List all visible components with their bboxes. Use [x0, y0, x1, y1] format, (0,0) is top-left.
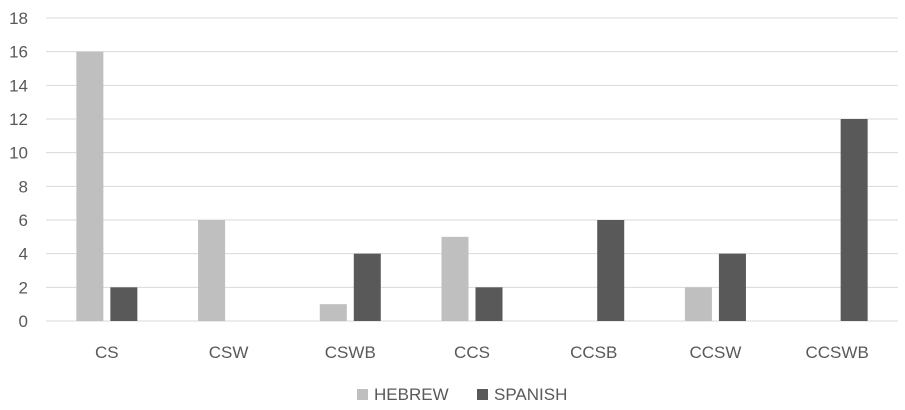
legend-swatch-hebrew	[357, 389, 368, 400]
y-tick-label: 14	[9, 76, 28, 95]
x-tick-label: CCSW	[689, 343, 741, 362]
bar-spanish-cs	[110, 287, 138, 321]
y-tick-label: 0	[19, 312, 28, 331]
bar-spanish-ccs	[475, 287, 503, 321]
bar-hebrew-ccsw	[684, 287, 712, 321]
x-tick-label: CCSWB	[806, 343, 869, 362]
x-tick-label: CCSB	[570, 343, 617, 362]
bar-hebrew-ccs	[441, 236, 469, 321]
y-tick-label: 2	[19, 278, 28, 297]
bar-spanish-ccswb	[840, 119, 868, 321]
y-tick-label: 12	[9, 110, 28, 129]
y-tick-label: 16	[9, 43, 28, 62]
y-tick-label: 6	[19, 211, 28, 230]
bar-spanish-ccsb	[597, 220, 625, 321]
legend-label-spanish: SPANISH	[494, 385, 567, 404]
bar-spanish-cswb	[353, 253, 381, 321]
bar-hebrew-csw	[198, 220, 226, 321]
y-tick-label: 18	[9, 9, 28, 28]
y-tick-label: 10	[9, 144, 28, 163]
x-tick-label: CSW	[209, 343, 249, 362]
gridlines	[46, 17, 898, 322]
bar-spanish-ccsw	[718, 253, 746, 321]
legend-swatch-spanish	[477, 389, 488, 400]
x-axis-ticks: CS CSW CSWB CCS CCSB CCSW CCSWB	[95, 343, 869, 362]
y-axis-ticks: 0 2 4 6 8 10 12 14 16 18	[9, 9, 28, 331]
bar-hebrew-cs	[76, 51, 104, 322]
x-tick-label: CSWB	[325, 343, 376, 362]
x-tick-label: CS	[95, 343, 119, 362]
bar-hebrew-cswb	[319, 304, 347, 321]
legend-label-hebrew: HEBREW	[374, 385, 449, 404]
legend: HEBREW SPANISH	[357, 385, 567, 404]
bars	[76, 51, 868, 322]
y-tick-label: 4	[19, 245, 28, 264]
x-tick-label: CCS	[454, 343, 490, 362]
y-tick-label: 8	[19, 177, 28, 196]
